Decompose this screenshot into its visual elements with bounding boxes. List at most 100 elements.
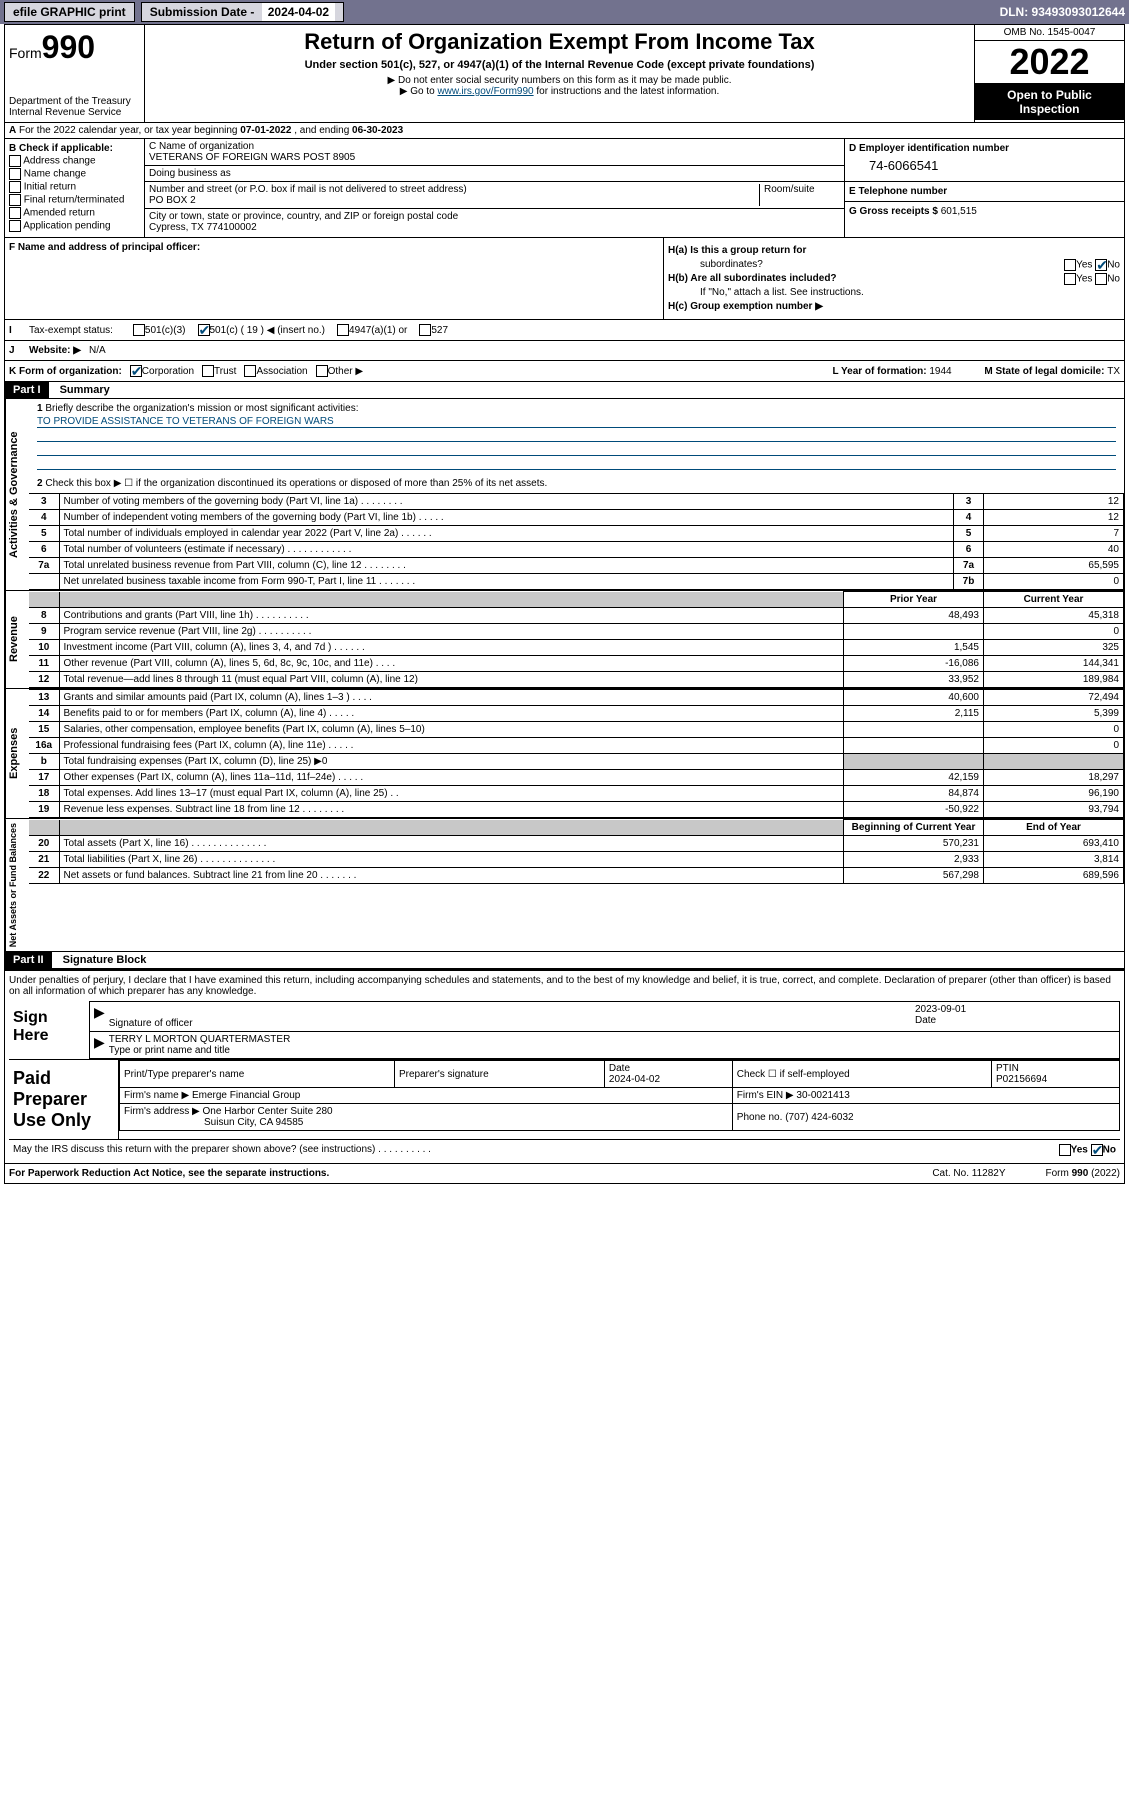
prep-h1: Print/Type preparer's name [120,1061,395,1088]
addr-box: Number and street (or P.O. box if mail i… [145,182,844,209]
prep-h3: Date2024-04-02 [604,1061,732,1088]
cb-527[interactable] [419,324,431,336]
instruction-2: ▶ Go to www.irs.gov/Form990 for instruct… [149,86,970,97]
discuss-question: May the IRS discuss this return with the… [13,1144,431,1155]
discuss-yes-cb[interactable] [1059,1144,1071,1156]
hb-yes-cb[interactable] [1064,273,1076,285]
table-row: Net unrelated business taxable income fr… [29,574,1124,590]
part1-header: Part I Summary [5,382,1124,399]
cb-corp[interactable] [130,365,142,377]
ha-no-cb[interactable] [1095,259,1107,271]
revenue-label: Revenue [5,591,29,688]
table-row: 11Other revenue (Part VIII, column (A), … [29,656,1124,672]
footer-left: For Paperwork Reduction Act Notice, see … [9,1168,329,1179]
submission-button[interactable]: Submission Date - 2024-04-02 [141,2,344,22]
signature-section: Under penalties of perjury, I declare th… [5,969,1124,1163]
table-row: 9Program service revenue (Part VIII, lin… [29,624,1124,640]
revenue-section: Revenue Prior YearCurrent Year8Contribut… [5,590,1124,688]
firm-addr2: Suisun City, CA 94585 [204,1117,303,1128]
table-row: 18Total expenses. Add lines 13–17 (must … [29,786,1124,802]
row-i: I Tax-exempt status: 501(c)(3) 501(c) ( … [5,320,1124,341]
no-label: No [1107,274,1120,285]
dba-label: Doing business as [149,168,840,179]
h-b: H(b) Are all subordinates included? Yes … [668,273,1120,284]
irs-label: Internal Revenue Service [9,107,140,118]
opt-assoc: Association [256,366,307,377]
efile-button[interactable]: efile GRAPHIC print [4,2,135,22]
part2-title: Signature Block [55,952,155,968]
mission-text: TO PROVIDE ASSISTANCE TO VETERANS OF FOR… [37,416,1116,428]
table-row: 10Investment income (Part VIII, column (… [29,640,1124,656]
cb-address-change[interactable]: Address change [9,155,140,167]
arrow-icon: ▶ [94,1004,105,1029]
netassets-label: Net Assets or Fund Balances [5,819,29,951]
mission-line [37,444,1116,456]
cb-trust[interactable] [202,365,214,377]
governance-label: Activities & Governance [5,399,29,590]
submission-label: Submission Date - [150,5,258,19]
yes-label: Yes [1071,1145,1088,1156]
cb-final-return[interactable]: Final return/terminated [9,194,140,206]
ein-value: 74-6066541 [849,154,1120,177]
table-row: 3Number of voting members of the governi… [29,494,1124,510]
hc-label: H(c) Group exemption number ▶ [668,301,823,312]
table-row: 20Total assets (Part X, line 16) . . . .… [29,836,1124,852]
cb-501c[interactable] [198,324,210,336]
cb-name-change[interactable]: Name change [9,168,140,180]
table-row: 22Net assets or fund balances. Subtract … [29,868,1124,884]
opt-corp: Corporation [142,366,194,377]
expenses-body: 13Grants and similar amounts paid (Part … [29,689,1124,818]
addr-value: PO BOX 2 [149,195,759,206]
section-bcde: B Check if applicable: Address change Na… [5,139,1124,238]
cb-amended-return[interactable]: Amended return [9,207,140,219]
irs-link[interactable]: www.irs.gov/Form990 [437,86,533,97]
cb-other[interactable] [316,365,328,377]
row-j: J Website: ▶ N/A [5,341,1124,361]
city-box: City or town, state or province, country… [145,209,844,235]
cb-4947[interactable] [337,324,349,336]
cb-application-pending[interactable]: Application pending [9,220,140,232]
hb-no-cb[interactable] [1095,273,1107,285]
cb-501c3[interactable] [133,324,145,336]
ha2-label: subordinates? [700,259,763,270]
submission-date: 2024-04-02 [262,3,335,21]
opt-trust: Trust [214,366,236,377]
omb-number: OMB No. 1545-0047 [975,25,1124,41]
cb-initial-return[interactable]: Initial return [9,181,140,193]
col-de: D Employer identification number 74-6066… [844,139,1124,237]
col-c: C Name of organization VETERANS OF FOREI… [145,139,844,237]
sig-officer-line: ▶ Signature of officer 2023-09-01 Date [90,1002,1119,1032]
cb-label: Final return/terminated [24,195,125,206]
mission-line [37,458,1116,470]
discuss-no-cb[interactable] [1091,1144,1103,1156]
dept-label: Department of the Treasury [9,96,140,107]
h-c: H(c) Group exemption number ▶ [668,301,1120,312]
firm-addr-label: Firm's address ▶ [124,1106,200,1117]
mission-line [37,430,1116,442]
footer-right: Form 990 (2022) [1046,1168,1120,1179]
f-label: F Name and address of principal officer: [9,242,200,253]
table-row: bTotal fundraising expenses (Part IX, co… [29,754,1124,770]
form-header: Form990 Department of the Treasury Inter… [5,25,1124,123]
cb-label: Name change [24,169,86,180]
netassets-section: Net Assets or Fund Balances Beginning of… [5,818,1124,952]
revenue-table: Prior YearCurrent Year8Contributions and… [29,591,1124,688]
line2-text: Check this box ▶ ☐ if the organization d… [45,478,547,489]
table-row: 6Total number of volunteers (estimate if… [29,542,1124,558]
prep-addr-row: Firm's address ▶ One Harbor Center Suite… [120,1104,1120,1131]
addr-left: Number and street (or P.O. box if mail i… [149,184,760,206]
prep-header-row: Print/Type preparer's name Preparer's si… [120,1061,1120,1088]
form-title: Return of Organization Exempt From Incom… [149,29,970,55]
phone-label: Phone no. [737,1112,783,1123]
city-label: City or town, state or province, country… [149,211,840,222]
governance-table: 3Number of voting members of the governi… [29,493,1124,590]
col-b-title: B Check if applicable: [9,143,113,154]
gross-label: G Gross receipts $ [849,206,938,217]
h-box: H(a) Is this a group return for subordin… [664,238,1124,319]
cb-assoc[interactable] [244,365,256,377]
row-a-prefix: A [9,125,16,136]
no-label: No [1103,1145,1116,1156]
ha-yes-cb[interactable] [1064,259,1076,271]
yes-label: Yes [1076,274,1092,285]
instr2-prefix: ▶ Go to [400,86,438,97]
